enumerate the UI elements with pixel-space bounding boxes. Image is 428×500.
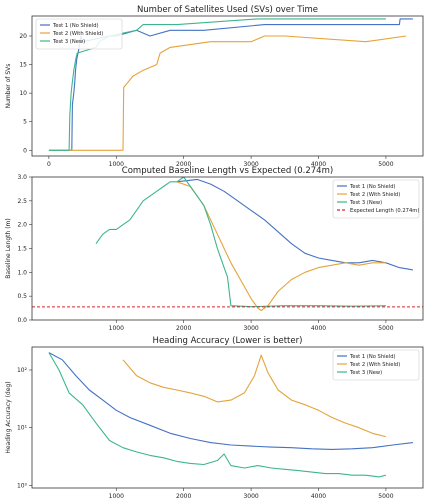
legend-box	[332, 179, 420, 219]
y-tick-label: 3.0	[17, 174, 27, 181]
y-axis-label: Number of SVs	[5, 64, 12, 109]
y-tick-label: 5	[23, 119, 27, 126]
chart-title: Computed Baseline Length vs Expected (0.…	[122, 166, 333, 176]
x-tick-label: 3000	[243, 493, 258, 500]
legend-label: Test 2 (With Shield)	[52, 31, 103, 37]
x-tick-label: 5000	[378, 493, 393, 500]
x-tick-label: 1000	[109, 325, 124, 332]
legend-label: Expected Length (0.274m)	[350, 208, 419, 214]
legend-label: Test 3 (New)	[349, 370, 382, 376]
legend-box	[332, 349, 420, 381]
y-tick-label: 1.5	[17, 246, 27, 253]
chart-title: Heading Accuracy (Lower is better)	[153, 336, 303, 346]
x-tick-label: 4000	[311, 161, 326, 168]
x-tick-label: 4000	[311, 325, 326, 332]
x-tick-label: 2000	[176, 493, 191, 500]
x-tick-label: 0	[47, 161, 51, 168]
chart-panel-2: Computed Baseline Length vs Expected (0.…	[5, 166, 424, 332]
x-tick-label: 2000	[176, 325, 191, 332]
x-tick-label: 2000	[176, 161, 191, 168]
y-tick-label: 0.5	[17, 293, 27, 300]
x-tick-label: 1000	[109, 493, 124, 500]
chart-title: Number of Satellites Used (SVs) over Tim…	[137, 5, 318, 15]
series-line-2	[48, 35, 407, 151]
y-tick-label: 10²	[17, 367, 28, 374]
legend-label: Test 1 (No Shield)	[349, 184, 396, 190]
y-axis-label: Heading Accuracy (deg)	[5, 381, 12, 453]
x-tick-label: 1000	[109, 161, 124, 168]
legend-label: Test 1 (No Shield)	[349, 354, 396, 360]
x-tick-label: 3000	[243, 325, 258, 332]
series-group	[48, 352, 413, 478]
plot-frame	[31, 15, 424, 157]
series-line-1	[48, 352, 413, 450]
x-tick-label: 4000	[311, 493, 326, 500]
x-tick-label: 3000	[243, 161, 258, 168]
series-line-2	[122, 354, 387, 438]
y-tick-label: 2.5	[17, 198, 27, 205]
y-tick-label: 10	[19, 90, 27, 97]
legend-label: Test 3 (New)	[349, 200, 382, 206]
legend: Test 1 (No Shield) Test 2 (With Shield) Te…	[332, 179, 420, 219]
legend-label: Test 2 (With Shield)	[349, 362, 400, 368]
legend-label: Test 2 (With Shield)	[349, 192, 400, 198]
series-line-3	[48, 352, 387, 478]
legend-label: Test 1 (No Shield)	[52, 23, 99, 29]
legend-box	[35, 18, 123, 50]
x-tick-label: 5000	[378, 161, 393, 168]
series-line-3	[95, 177, 386, 308]
y-axis-label: Baseline Length (m)	[5, 218, 12, 278]
y-tick-label: 1.0	[17, 269, 27, 276]
chart-panel-3: Heading Accuracy (Lower is better) Headin…	[5, 336, 424, 500]
y-tick-label: 15	[19, 62, 27, 69]
series-line-1	[176, 178, 413, 271]
y-tick-label: 2.0	[17, 222, 27, 229]
y-tick-label: 20	[19, 33, 27, 40]
y-tick-label: 10¹	[17, 425, 28, 432]
y-tick-label: 0	[23, 147, 27, 154]
legend: Test 1 (No Shield) Test 2 (With Shield) Te…	[332, 349, 420, 381]
chart-panel-1: Number of Satellites Used (SVs) over Tim…	[5, 5, 424, 168]
legend-label: Test 3 (New)	[52, 39, 85, 45]
x-tick-label: 5000	[378, 325, 393, 332]
legend: Test 1 (No Shield) Test 2 (With Shield) Te…	[35, 18, 123, 50]
y-tick-label: 0.0	[17, 317, 27, 324]
series-group	[32, 177, 423, 312]
plot-frame	[31, 346, 424, 489]
y-tick-label: 10⁰	[17, 482, 28, 489]
